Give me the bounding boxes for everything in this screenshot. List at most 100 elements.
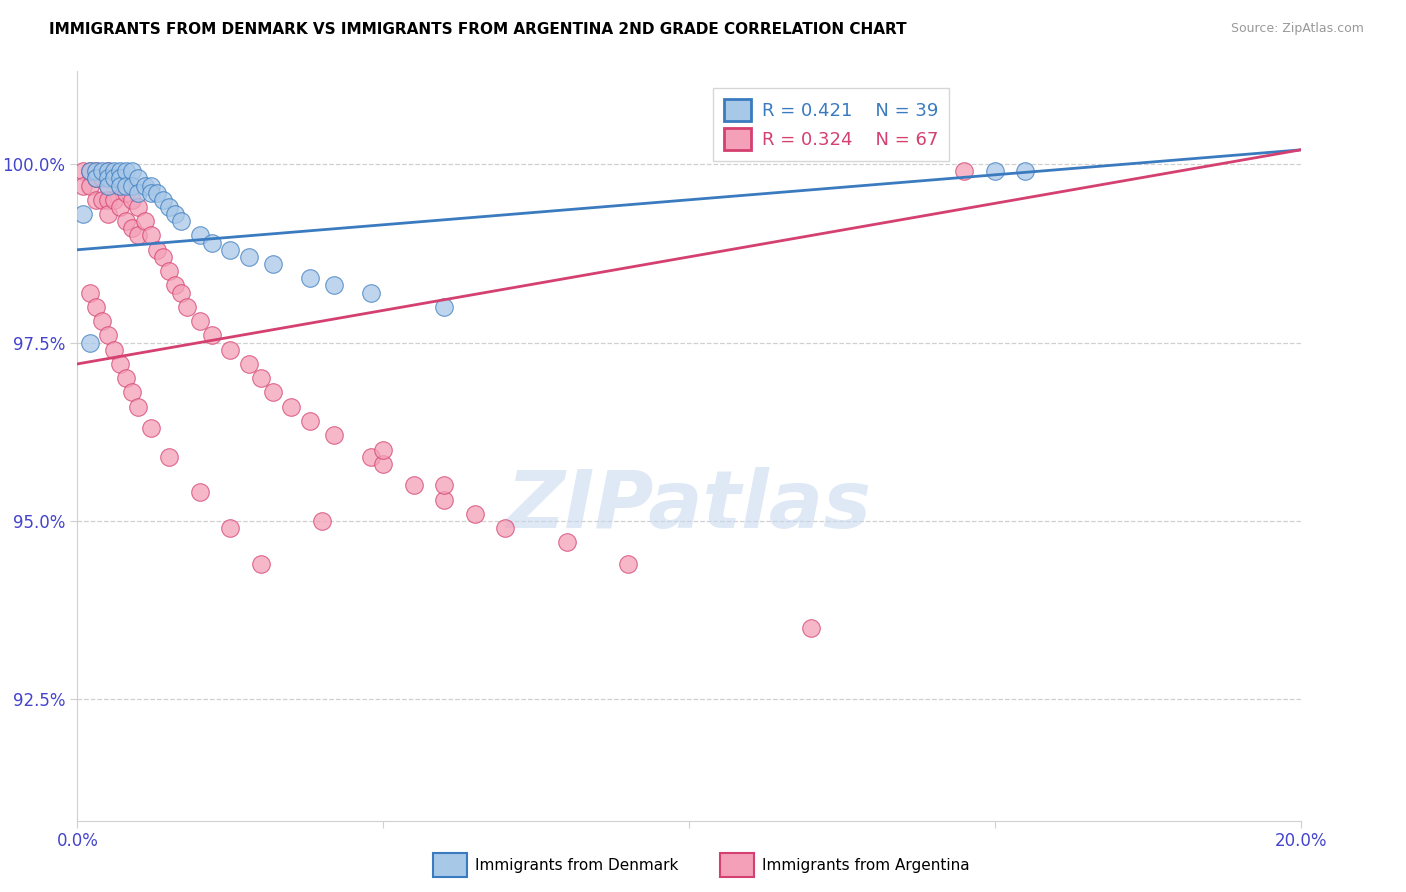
- Point: [280, 400, 302, 414]
- Point: [103, 164, 125, 178]
- Point: [238, 250, 260, 264]
- Point: [108, 357, 131, 371]
- Point: [79, 285, 101, 300]
- Point: [121, 193, 143, 207]
- Point: [433, 478, 456, 492]
- Point: [1014, 164, 1036, 178]
- Point: [134, 178, 156, 193]
- Legend: R = 0.421    N = 39, R = 0.324    N = 67: R = 0.421 N = 39, R = 0.324 N = 67: [713, 88, 949, 161]
- Point: [121, 178, 143, 193]
- Point: [157, 450, 180, 464]
- Point: [79, 178, 101, 193]
- Point: [103, 193, 125, 207]
- Text: Immigrants from Denmark: Immigrants from Denmark: [475, 857, 679, 872]
- Point: [250, 371, 273, 385]
- Text: IMMIGRANTS FROM DENMARK VS IMMIGRANTS FROM ARGENTINA 2ND GRADE CORRELATION CHART: IMMIGRANTS FROM DENMARK VS IMMIGRANTS FR…: [49, 22, 907, 37]
- Point: [360, 450, 382, 464]
- Point: [176, 300, 198, 314]
- Point: [90, 193, 112, 207]
- Point: [79, 164, 101, 178]
- Point: [146, 186, 169, 200]
- Point: [108, 178, 131, 193]
- Point: [800, 621, 823, 635]
- Point: [121, 385, 143, 400]
- Point: [97, 178, 120, 193]
- Point: [402, 478, 425, 492]
- Point: [201, 235, 224, 250]
- Point: [371, 457, 394, 471]
- Point: [72, 178, 94, 193]
- Point: [157, 264, 180, 278]
- Point: [121, 164, 143, 178]
- Point: [108, 164, 131, 178]
- Point: [298, 414, 321, 428]
- Point: [201, 328, 224, 343]
- Point: [84, 171, 107, 186]
- Point: [97, 171, 120, 186]
- Bar: [720, 853, 754, 878]
- Point: [139, 421, 162, 435]
- Point: [84, 193, 107, 207]
- Point: [188, 314, 211, 328]
- Point: [108, 171, 131, 186]
- Point: [108, 200, 131, 214]
- Point: [188, 228, 211, 243]
- Point: [464, 507, 486, 521]
- Text: ZIPatlas: ZIPatlas: [506, 467, 872, 545]
- Point: [121, 221, 143, 235]
- Point: [262, 385, 284, 400]
- Point: [127, 171, 149, 186]
- Point: [152, 250, 174, 264]
- Point: [262, 257, 284, 271]
- Point: [127, 200, 149, 214]
- Point: [79, 335, 101, 350]
- Point: [371, 442, 394, 457]
- Point: [115, 371, 138, 385]
- Point: [97, 164, 120, 178]
- Point: [127, 186, 149, 200]
- Point: [103, 171, 125, 186]
- Point: [984, 164, 1007, 178]
- Point: [323, 428, 346, 442]
- Point: [115, 178, 138, 193]
- Point: [170, 214, 193, 228]
- Point: [103, 171, 125, 186]
- Bar: [433, 853, 467, 878]
- Point: [433, 300, 456, 314]
- Point: [139, 186, 162, 200]
- Point: [238, 357, 260, 371]
- Point: [188, 485, 211, 500]
- Point: [617, 557, 640, 571]
- Point: [219, 521, 242, 535]
- Point: [433, 492, 456, 507]
- Point: [134, 214, 156, 228]
- Point: [360, 285, 382, 300]
- Point: [139, 178, 162, 193]
- Point: [108, 178, 131, 193]
- Point: [555, 535, 578, 549]
- Point: [298, 271, 321, 285]
- Point: [90, 314, 112, 328]
- Point: [84, 171, 107, 186]
- Point: [97, 178, 120, 193]
- Point: [115, 186, 138, 200]
- Point: [165, 207, 187, 221]
- Point: [115, 164, 138, 178]
- Point: [97, 193, 120, 207]
- Text: Source: ZipAtlas.com: Source: ZipAtlas.com: [1230, 22, 1364, 36]
- Point: [103, 343, 125, 357]
- Point: [495, 521, 517, 535]
- Point: [72, 207, 94, 221]
- Point: [165, 278, 187, 293]
- Point: [157, 200, 180, 214]
- Point: [170, 285, 193, 300]
- Point: [97, 328, 120, 343]
- Text: Immigrants from Argentina: Immigrants from Argentina: [762, 857, 970, 872]
- Point: [84, 164, 107, 178]
- Point: [90, 164, 112, 178]
- Point: [79, 164, 101, 178]
- Point: [90, 171, 112, 186]
- Point: [84, 164, 107, 178]
- Point: [311, 514, 333, 528]
- Point: [127, 400, 149, 414]
